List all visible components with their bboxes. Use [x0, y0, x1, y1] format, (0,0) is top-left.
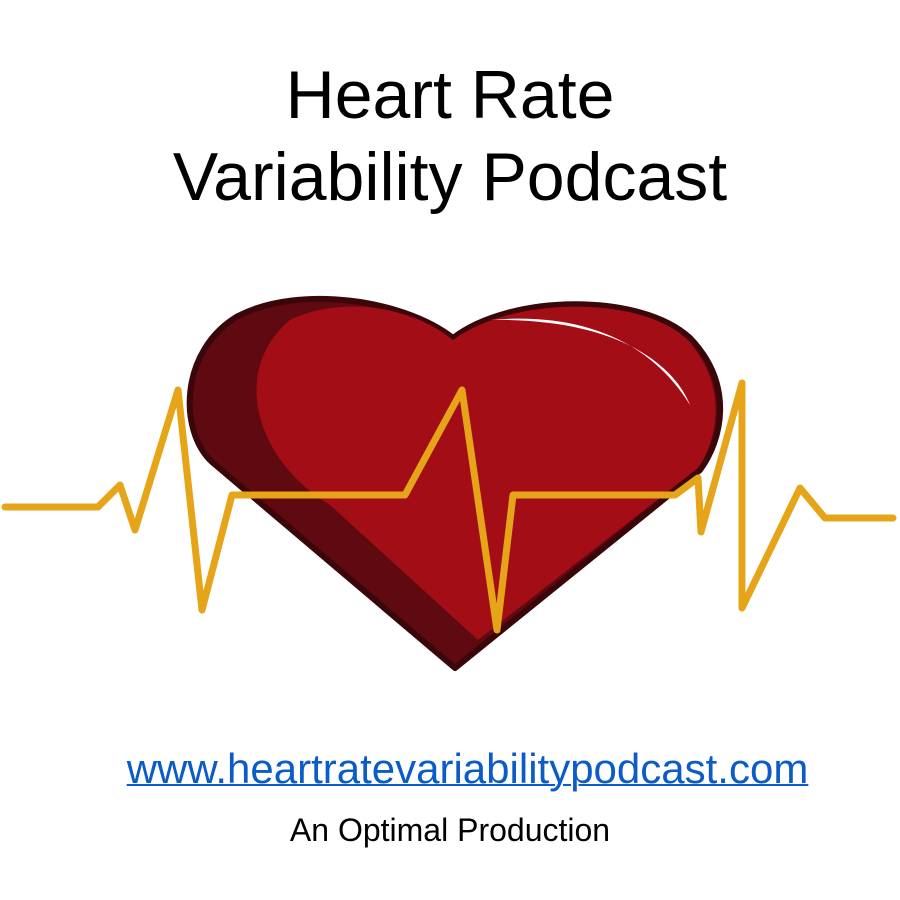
title-line-1: Heart Rate — [285, 57, 615, 133]
heartbeat-line-icon — [1, 379, 897, 634]
production-credit: An Optimal Production — [289, 812, 611, 848]
heart-icon — [186, 295, 724, 671]
title-line-2: Variability Podcast — [172, 139, 728, 215]
website-link[interactable]: www.heartratevariabilitypodcast.com — [126, 745, 809, 792]
